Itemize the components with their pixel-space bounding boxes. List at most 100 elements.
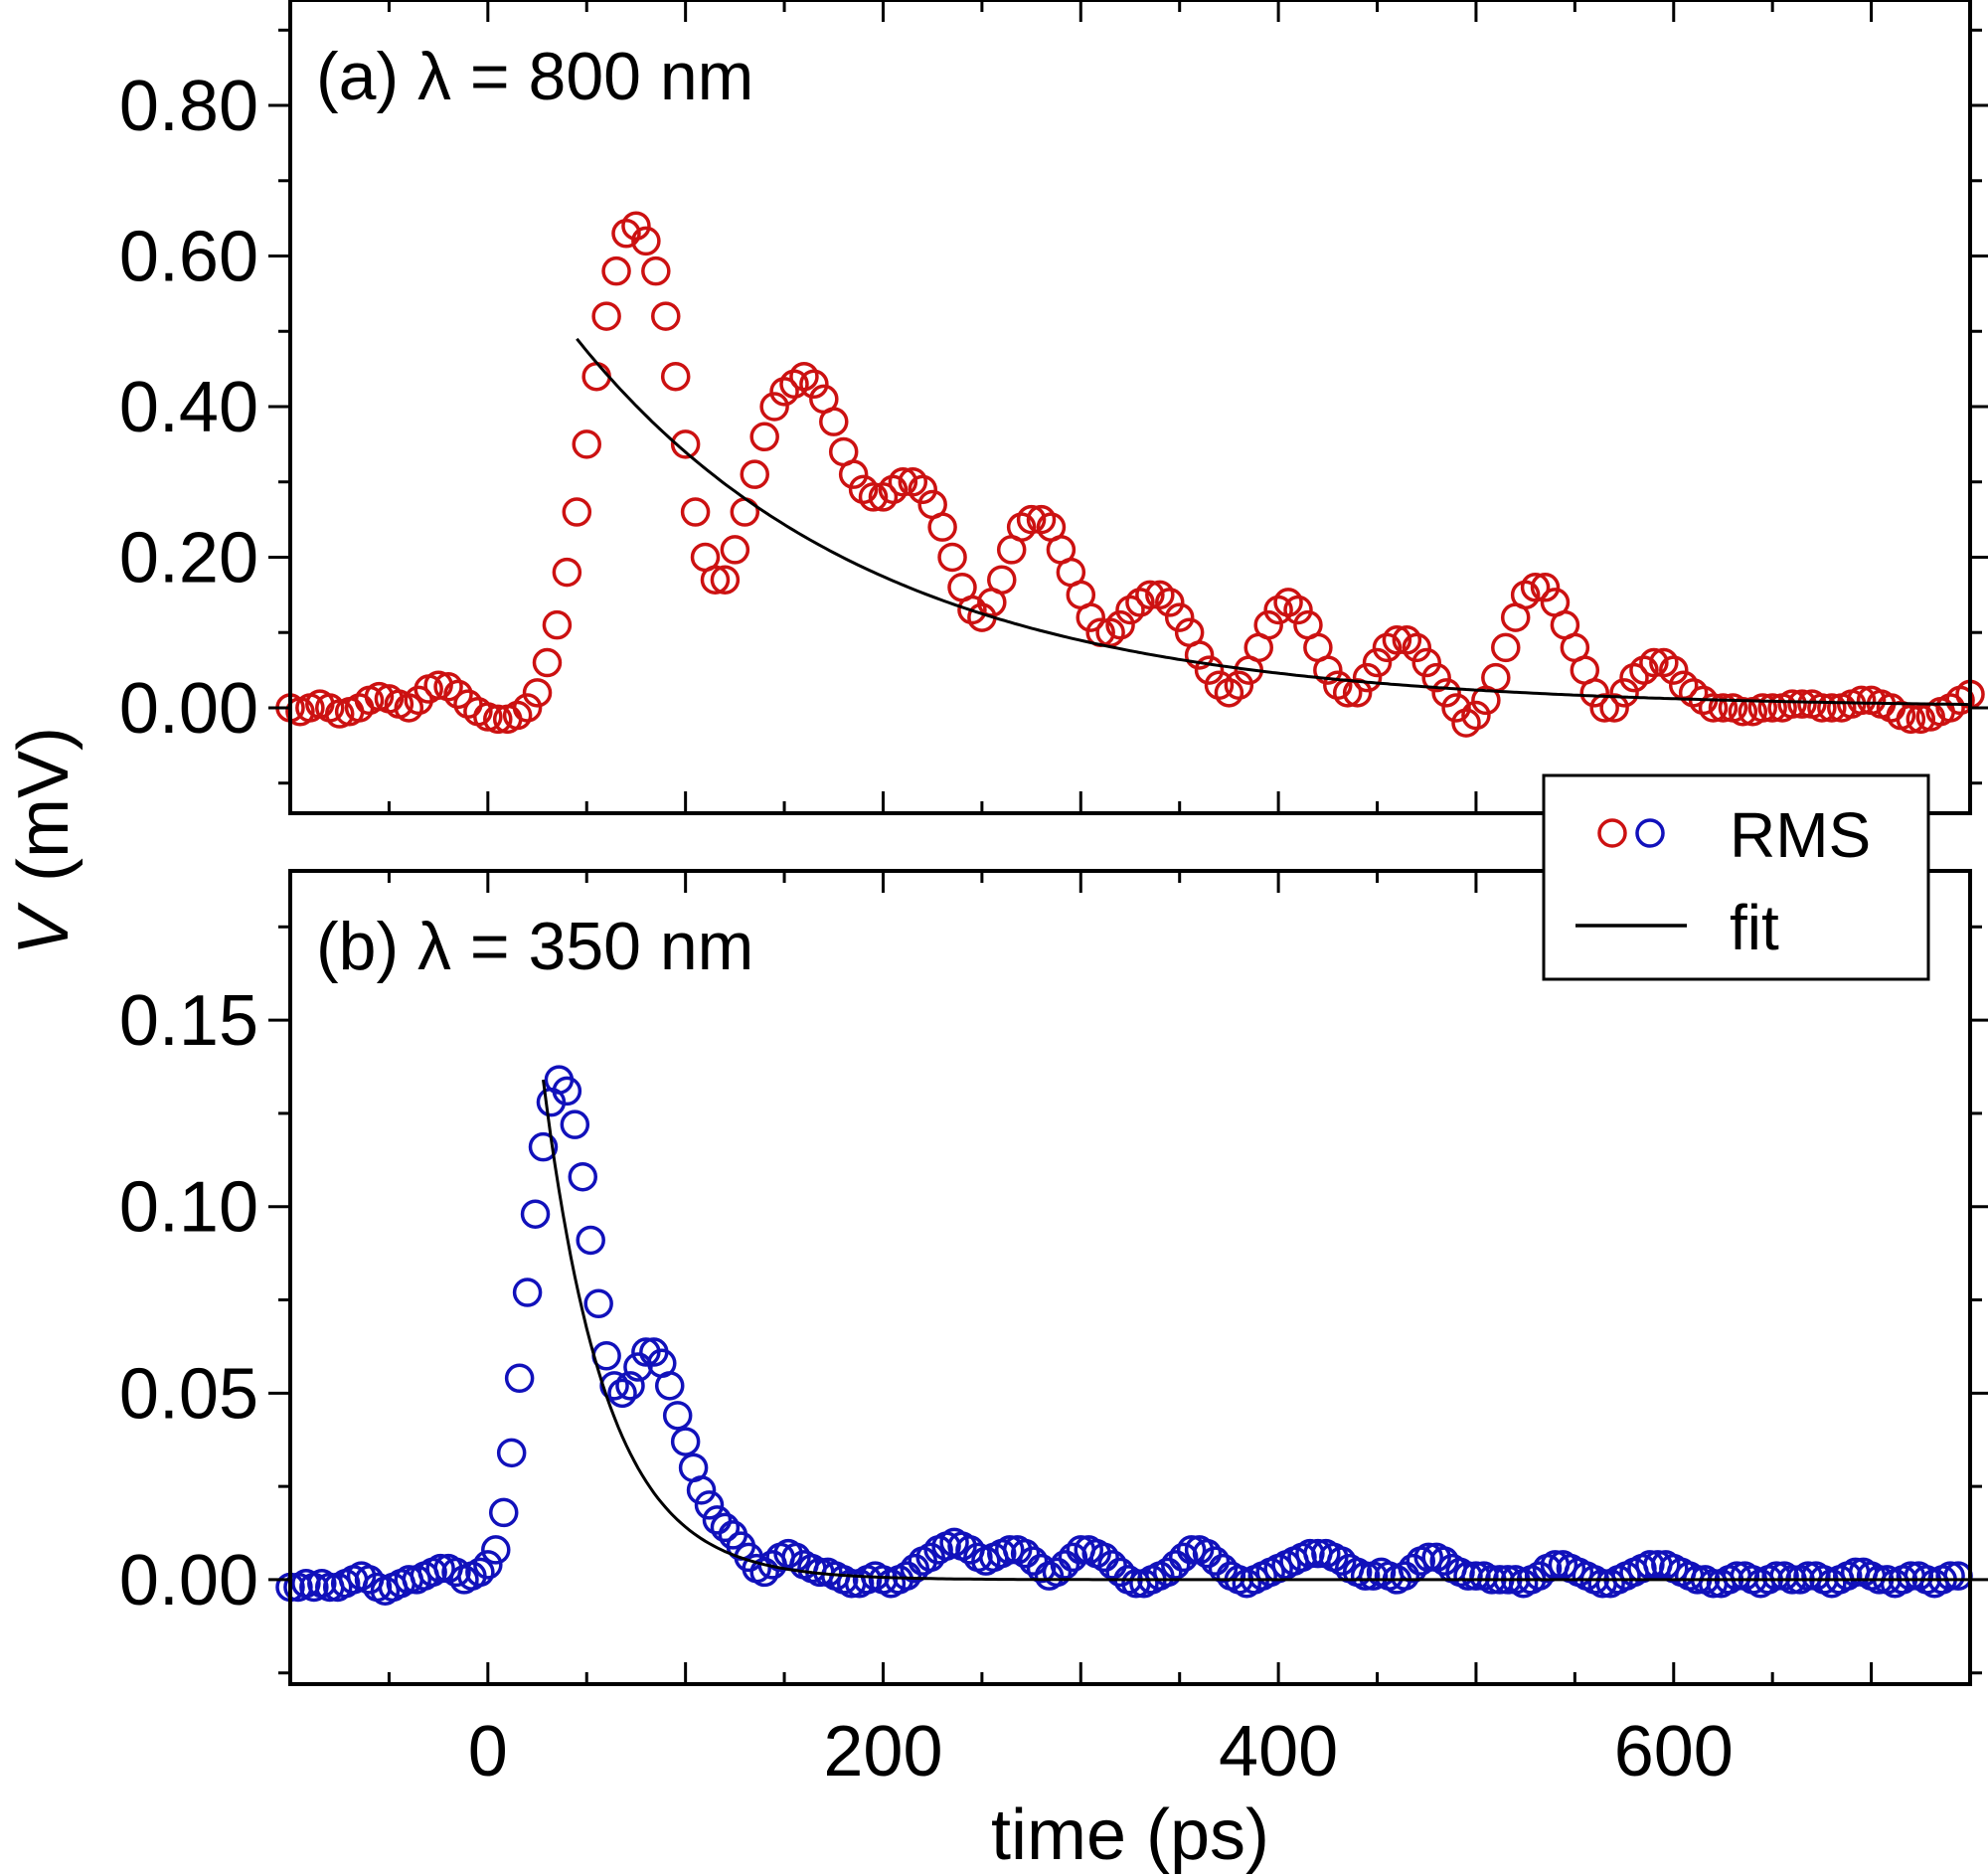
x-tick-label: 200 <box>823 1712 942 1791</box>
panel-b-label: (b) λ = 350 nm <box>316 909 753 984</box>
panel-b-rms-point <box>481 1535 511 1565</box>
panel-b-rms-point <box>568 1161 598 1192</box>
panel-b-rms-point <box>662 1401 693 1431</box>
panel-a-rms-point <box>1184 640 1215 670</box>
panel-a-rms-point <box>749 422 779 452</box>
panel-b-rms-point <box>994 1535 1025 1565</box>
panel-a-rms-point <box>987 565 1017 595</box>
panel-a-rms-point <box>1441 693 1471 723</box>
panel-b-rms-point <box>749 1557 779 1588</box>
panel-a-rms-point <box>1757 693 1787 723</box>
panel-a-rms-point <box>542 609 573 640</box>
panel-a-rms-point <box>631 226 661 256</box>
legend-rms-marker-red <box>1597 818 1627 848</box>
panel-b-rms-point <box>702 1505 733 1535</box>
panel-a-rms-point <box>819 407 849 436</box>
panel-b-rms-point <box>441 1557 471 1588</box>
panel-b-rms-point <box>465 1557 495 1588</box>
panel-a-rms-point <box>799 369 829 400</box>
panel-a-rms-point <box>937 542 967 573</box>
panel-b-rms-point <box>488 1497 519 1528</box>
legend-rms-label: RMS <box>1730 799 1871 871</box>
panel-a-rms-point <box>1155 588 1185 617</box>
panel-a-rms-point <box>1728 697 1758 727</box>
panel-a-rms-point <box>1747 693 1777 723</box>
legend-rms-marker-blue <box>1635 818 1665 848</box>
panel-a-rms-point <box>1777 689 1807 719</box>
panel-b-rms-point <box>504 1363 535 1394</box>
panel-a-rms-point <box>710 565 741 595</box>
panel-a-rms-point <box>660 361 691 392</box>
panel-a-rms-point <box>1164 602 1195 632</box>
panel-b-rms-point <box>560 1109 590 1139</box>
panel-a-rms-point <box>680 497 711 527</box>
panel-b-rms-point <box>670 1427 701 1456</box>
panel-a-rms-point <box>1846 685 1877 716</box>
panel-b-rms-point <box>512 1278 543 1307</box>
panel-b-ytick-label: 0.10 <box>119 1168 258 1248</box>
panel-b-rms-point <box>520 1199 551 1229</box>
panel-b-rms-point <box>496 1438 527 1468</box>
panel-b-rms-point <box>607 1378 637 1409</box>
panel-b-rms-point <box>892 1561 922 1591</box>
panel-a-rms-point <box>1491 632 1521 663</box>
panel-a-label: (a) λ = 800 nm <box>316 39 753 114</box>
panel-a-rms-point <box>1253 609 1283 640</box>
panel-a-rms-point <box>1708 693 1739 723</box>
panel-a-rms-point <box>1698 693 1729 723</box>
y-axis-variable: V <box>4 902 83 955</box>
panel-b-ytick-label: 0.00 <box>119 1541 258 1620</box>
x-tick-label: 0 <box>468 1712 508 1791</box>
panel-b-rms-point <box>1160 1550 1191 1580</box>
panel-a-rms-point <box>1431 678 1461 708</box>
panel-a-rms-point <box>1224 670 1254 700</box>
panel-a-ytick-label: 0.80 <box>119 67 258 146</box>
panel-b-rms-point <box>686 1475 717 1505</box>
panel-a-rms-point <box>670 429 701 459</box>
panel-b-rms-point <box>1935 1561 1965 1591</box>
panel-b-rms-point <box>425 1553 455 1584</box>
panel-a-ytick-label: 0.20 <box>119 518 258 597</box>
panel-a-rms-point <box>1402 632 1432 663</box>
panel-b-rms-point <box>473 1550 503 1580</box>
panel-a-rms-point <box>591 301 621 331</box>
y-axis-unit: (mV) <box>4 727 83 882</box>
panel-b-fit-line <box>542 1079 1970 1582</box>
panel-b-rms-point <box>552 1076 582 1107</box>
panel-b-rms-point <box>615 1371 645 1401</box>
panel-a-rms-point <box>1579 678 1609 708</box>
panel-a-rms-point <box>552 557 582 588</box>
panel-b-rms-point <box>710 1512 741 1543</box>
panel-a-ytick-label: 0.00 <box>119 669 258 749</box>
panel-b-rms-point <box>1192 1538 1223 1569</box>
panel-a-rms-point <box>512 693 543 723</box>
panel-b-rms-point <box>1097 1550 1127 1580</box>
panel-b-rms-point <box>1153 1557 1183 1588</box>
panel-a-rms-point <box>908 474 937 505</box>
panel-a: 0.00 0.20 0.40 0.60 0.80 (a) λ = 800 nm <box>119 0 1988 815</box>
panel-b-rms-point <box>1018 1546 1049 1576</box>
panel-a-rms-point <box>572 429 601 459</box>
panel-b-rms-point <box>654 1371 685 1401</box>
y-axis-title: V (mV) <box>4 727 83 955</box>
panel-a-rms-point <box>1016 504 1047 535</box>
panel-a-rms-point <box>483 704 513 735</box>
panel-b-rms-point <box>1010 1538 1041 1569</box>
panel-a-rms-point <box>858 482 889 512</box>
panel-a-rms-point <box>1896 704 1926 735</box>
panel-a-rms-point <box>740 459 769 489</box>
panel-a-rms-point <box>720 535 750 565</box>
panel-a-data-layer <box>275 211 1985 738</box>
panel-b-rms-point <box>1200 1546 1231 1576</box>
panel-a-rms-point <box>1352 662 1383 693</box>
panel-a-rms-point <box>1599 693 1629 723</box>
panel-a-fit-line <box>576 337 1969 707</box>
legend-box <box>1542 773 1930 981</box>
panel-b-rms-point <box>1050 1550 1080 1580</box>
panel-b-rms-point <box>694 1490 725 1520</box>
panel-b-rms-point <box>1089 1542 1119 1573</box>
panel-b-rms-point <box>1390 1561 1420 1591</box>
panel-a-rms-point <box>1105 609 1135 640</box>
panel-a-rms-point <box>562 497 592 527</box>
